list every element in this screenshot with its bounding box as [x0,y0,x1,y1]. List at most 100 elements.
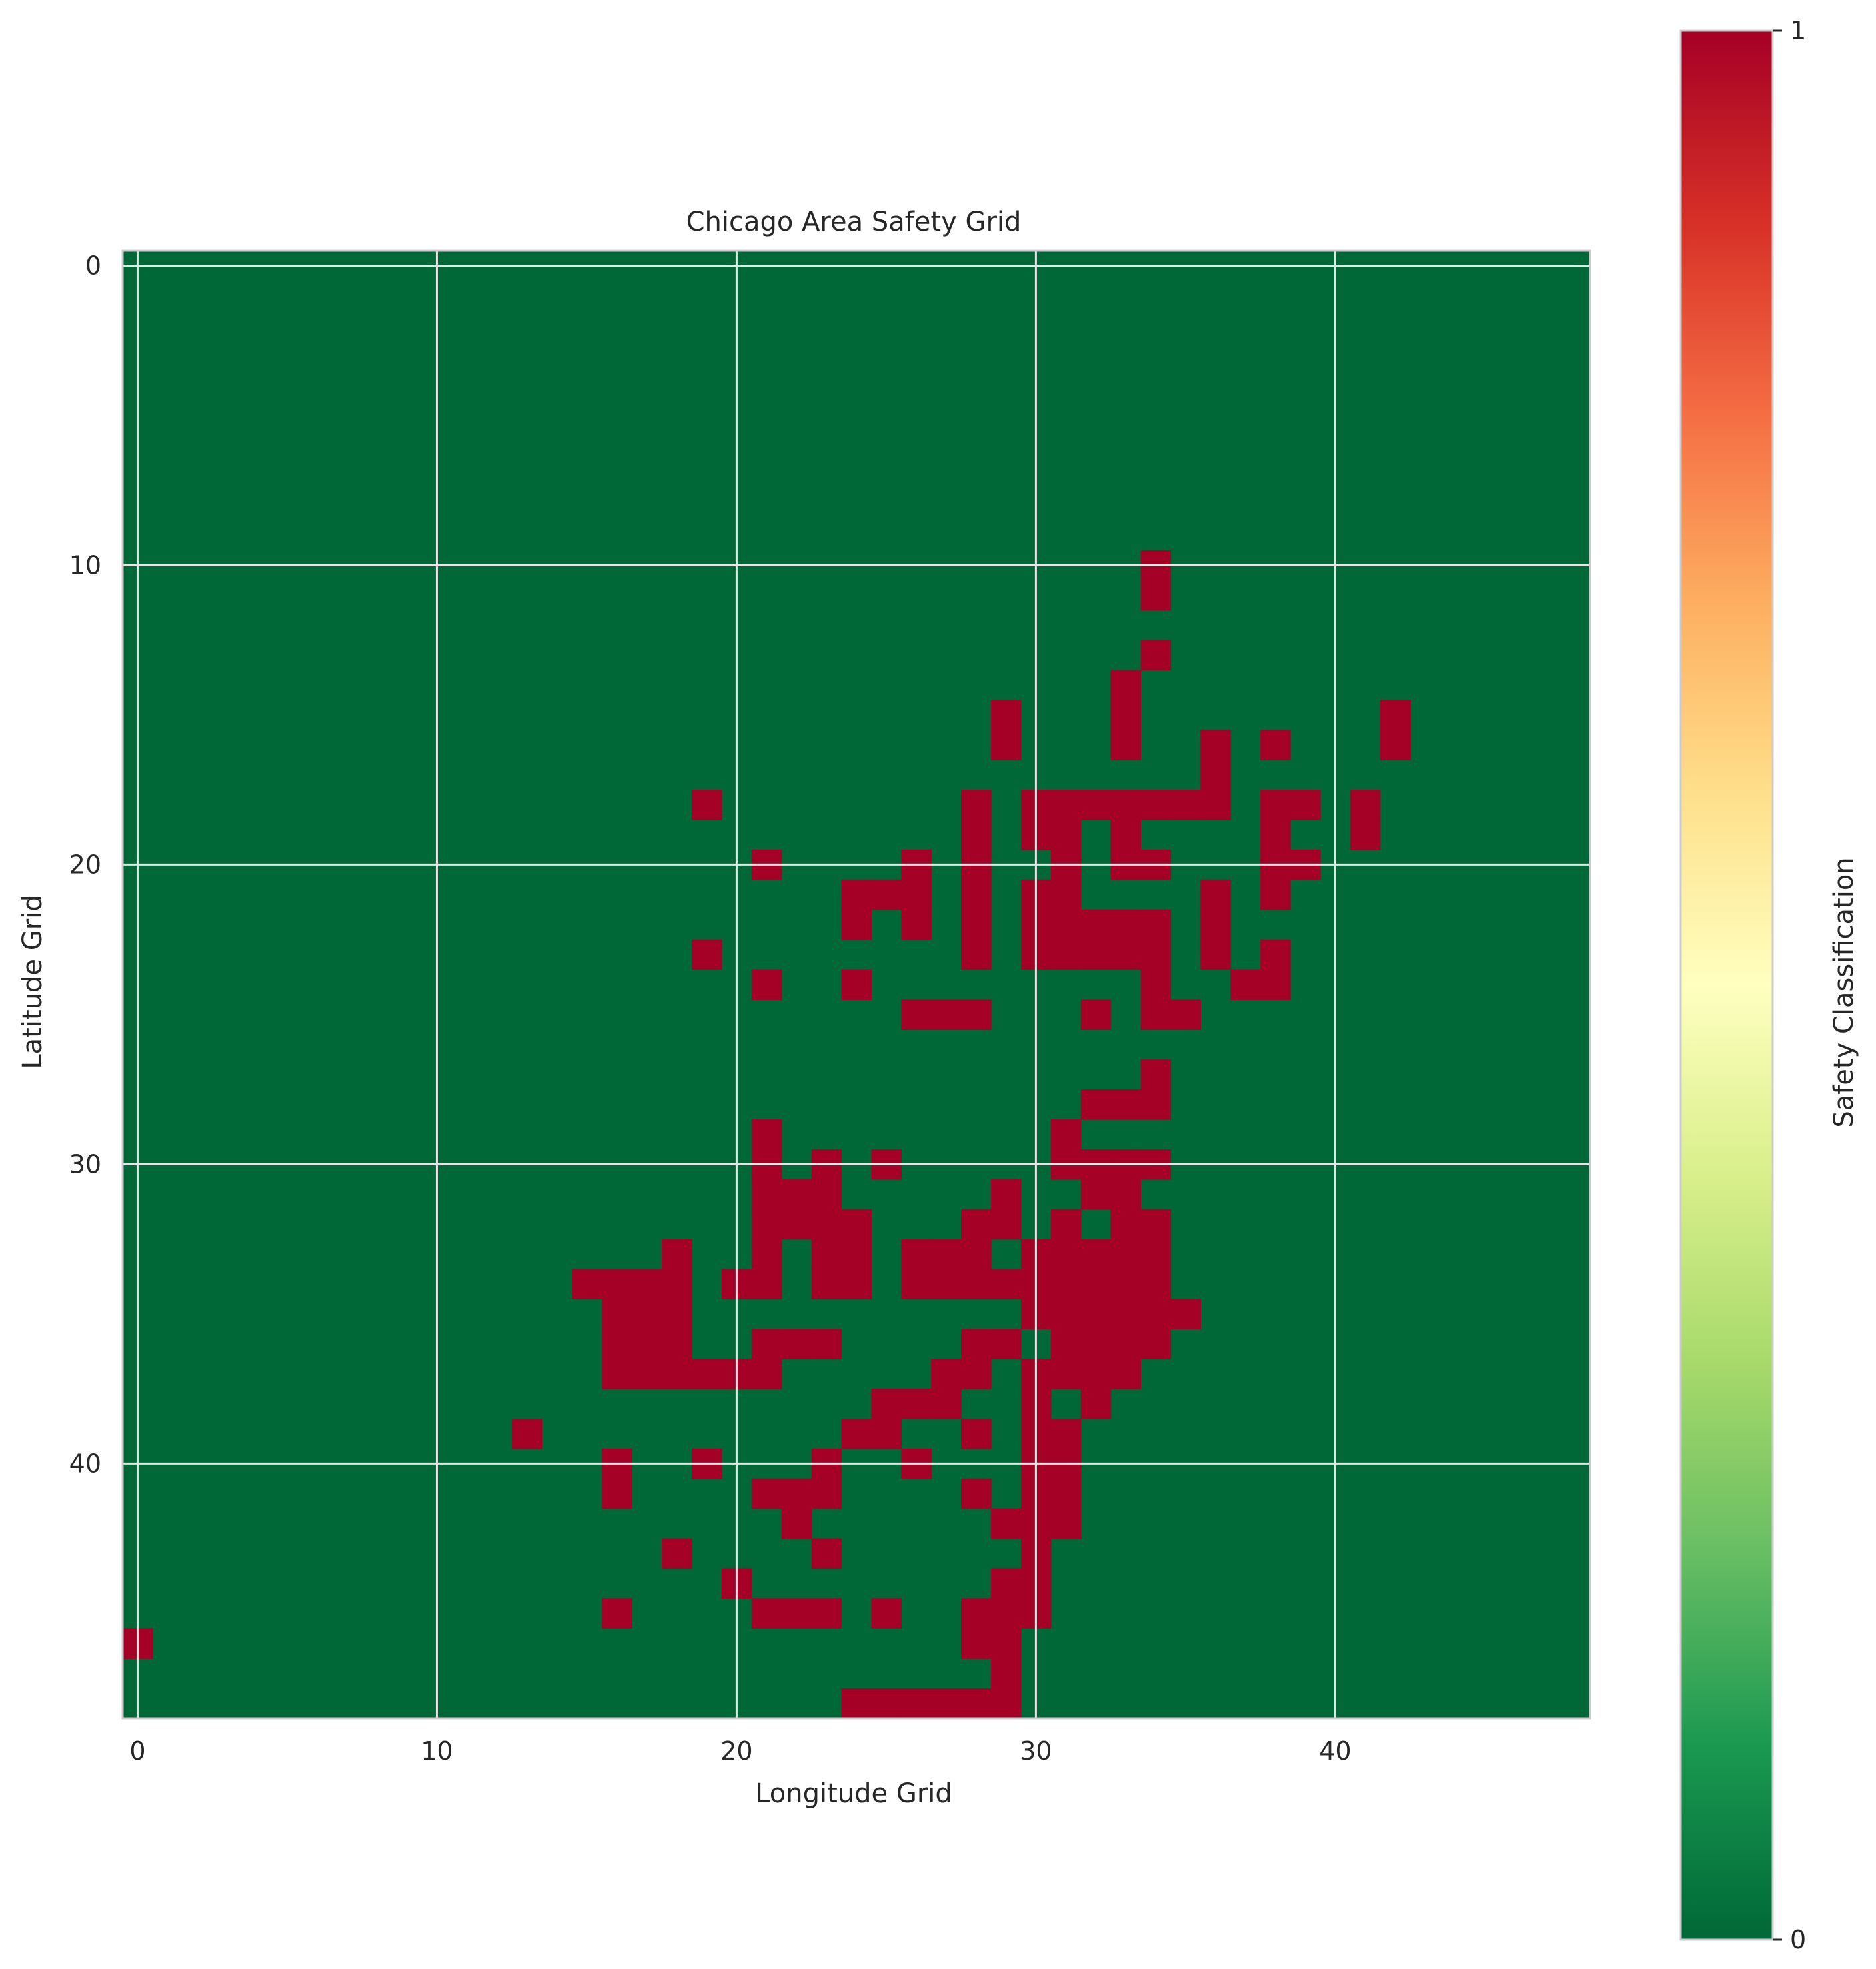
heatmap-cell [662,1239,692,1270]
heatmap-cell [1080,999,1112,1030]
heatmap-cell [901,909,932,940]
heatmap-cell [751,969,782,1001]
colorbar-gradient [1679,29,1774,1941]
heatmap-cell [901,1239,932,1270]
heatmap-cell [1050,1359,1082,1389]
colorbar-tick-label: 1 [1790,16,1806,45]
heatmap-cell [841,1209,872,1240]
heatmap-cell [871,879,902,910]
heatmap-cell [931,1359,962,1389]
heatmap-cell [871,1598,902,1629]
heatmap-cell [1050,1329,1082,1359]
heatmap-cell [841,879,872,910]
heatmap-cell [991,1329,1022,1359]
heatmap-cell [1110,1209,1142,1240]
heatmap-cell [1260,969,1291,1001]
heatmap-cell [1140,1269,1172,1300]
heatmap-cell [692,1359,722,1389]
heatmap-cell [841,1419,872,1449]
y-tick-label: 0 [85,251,101,280]
heatmap-cell [1050,1269,1082,1300]
heatmap-cell [871,1419,902,1449]
heatmap-cell [1260,730,1291,760]
heatmap-cell [991,1179,1022,1210]
heatmap-cell [811,1598,842,1629]
heatmap-cell [871,1389,902,1419]
heatmap-cell [931,1239,962,1270]
heatmap-cell [811,1209,842,1240]
heatmap-cell [1380,700,1411,730]
heatmap-cell [602,1359,632,1389]
heatmap-cell [1200,760,1231,790]
heatmap-cell [1080,1389,1112,1419]
heatmap-cell [1110,1299,1142,1329]
heatmap-cell [1110,670,1142,701]
heatmap-cell [961,999,992,1030]
colorbar-ticks: 01 [1773,16,1806,1954]
heatmap-cell [961,820,992,850]
heatmap-cell [1050,1419,1082,1449]
heatmap-cell [841,969,872,1001]
heatmap-cell [662,1359,692,1389]
heatmap-cell [1050,909,1082,940]
heatmap-cell [751,1269,782,1300]
heatmap-cell [1080,1359,1112,1389]
heatmap-cell [1110,700,1142,730]
heatmap-cell [632,1359,662,1389]
heatmap-cell [602,1598,632,1629]
heatmap-cell [811,1538,842,1569]
heatmap-cell [751,1478,782,1509]
heatmap-cell [931,1389,962,1419]
x-tick-label: 20 [720,1736,752,1766]
heatmap-cell [751,1329,782,1359]
heatmap-cell [1140,909,1172,940]
heatmap-cell [751,1598,782,1629]
heatmap-cell [1170,790,1201,820]
heatmap-cell [1380,730,1411,760]
heatmap-cell [841,1239,872,1270]
heatmap-cell [811,1478,842,1509]
heatmap-cell [1050,790,1082,820]
heatmap-cell [662,1329,692,1359]
colorbar-label: Safety Classification [1829,857,1859,1127]
heatmap-cell [1110,790,1142,820]
heatmap-cell [662,1269,692,1300]
heatmap-cell [1230,969,1261,1001]
heatmap-cell [1050,1239,1082,1270]
heatmap-cell [1200,939,1231,970]
heatmap-cell [931,1269,962,1300]
heatmap-cell [751,1359,782,1389]
heatmap-cell [841,1688,872,1719]
heatmap-cell [1080,1239,1112,1270]
y-tick-label: 20 [69,850,101,879]
heatmap-cell [961,1688,992,1719]
x-tick-label: 30 [1020,1736,1052,1766]
y-tick-label: 30 [69,1149,101,1179]
x-tick-label: 40 [1319,1736,1351,1766]
heatmap-cell [1110,1359,1142,1389]
heatmap-cell [1050,1299,1082,1329]
heatmap-cell [1140,1059,1172,1090]
heatmap-cell [961,1628,992,1659]
heatmap-cell [781,1598,812,1629]
heatmap-cell [991,1628,1022,1659]
heatmap-cell [1260,939,1291,970]
heatmap-cell [1140,939,1172,970]
heatmap-cell [1170,1299,1201,1329]
heatmap-cell [961,1359,992,1389]
heatmap-cell [841,909,872,940]
heatmap-cell [991,1658,1022,1689]
heatmap-cell [1050,879,1082,910]
heatmap-cell [1200,909,1231,940]
heatmap-cell [1080,939,1112,970]
colorbar: 01 Safety Classification [1679,16,1859,1954]
heatmap-cells [123,251,1590,1719]
heatmap-cell [811,1329,842,1359]
heatmap-cell [1080,790,1112,820]
heatmap-cell [1080,1299,1112,1329]
heatmap-cell [901,879,932,910]
heatmap-cell [781,1329,812,1359]
chart-title: Chicago Area Safety Grid [686,207,1022,237]
heatmap-cell [991,1598,1022,1629]
heatmap-cell [961,909,992,940]
